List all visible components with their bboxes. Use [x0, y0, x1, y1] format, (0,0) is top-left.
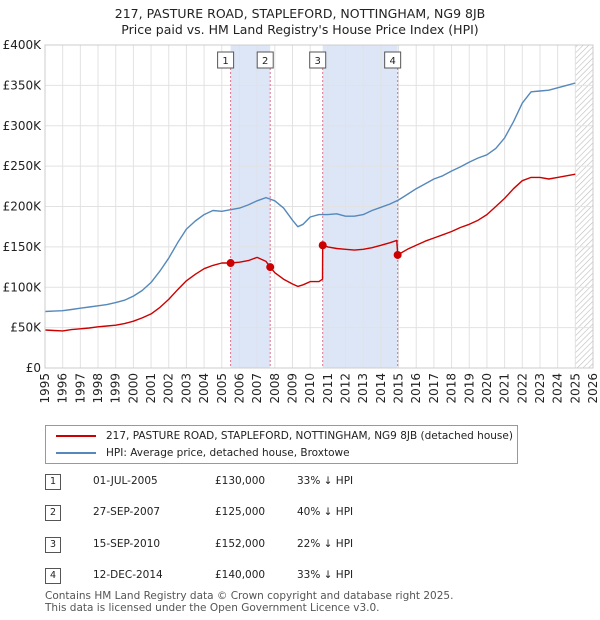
y-tick-label: £400K [3, 38, 43, 52]
x-tick-label: 2001 [144, 373, 158, 404]
sale-label-text-4: 4 [389, 56, 395, 67]
sale-hpi-delta: 33% ↓ HPI [297, 475, 354, 487]
legend-label-hpi: HPI: Average price, detached house, Brox… [106, 447, 350, 459]
x-tick-label: 2003 [179, 373, 193, 404]
y-tick-label: £50K [10, 321, 42, 335]
sale-number-badge: 3 [45, 537, 61, 553]
footer-copyright: Contains HM Land Registry data © Crown c… [45, 590, 454, 602]
sale-label-box-2 [256, 51, 274, 69]
table-row: 1 01-JUL-2005 £130,000 33% ↓ HPI [45, 472, 465, 492]
sale-hpi-delta: 33% ↓ HPI [297, 569, 354, 581]
x-tick-label: 2000 [126, 373, 140, 404]
x-tick-label: 2009 [285, 373, 299, 404]
page-subtitle: Price paid vs. HM Land Registry's House … [121, 22, 479, 37]
sale-date: 12-DEC-2014 [93, 569, 163, 581]
sale-label-text-2: 2 [262, 56, 268, 67]
sale-hpi-delta: 40% ↓ HPI [297, 506, 354, 518]
sale-number-badge: 2 [45, 505, 61, 521]
sale-point-4 [393, 250, 402, 259]
x-tick-label: 2010 [303, 373, 317, 404]
x-tick-label: 1999 [109, 373, 123, 404]
sale-label-text-3: 3 [315, 56, 321, 67]
x-tick-label: 2004 [197, 373, 211, 404]
x-tick-label: 2026 [586, 373, 600, 404]
y-tick-label: £350K [3, 78, 43, 92]
x-tick-label: 2007 [250, 373, 264, 404]
property-series-line [44, 173, 576, 332]
legend-swatch-property [56, 435, 96, 437]
x-tick-label: 2024 [551, 373, 565, 404]
sale-hpi-delta: 22% ↓ HPI [297, 538, 354, 550]
sale-number-badge: 4 [45, 568, 61, 584]
sale-date: 15-SEP-2010 [93, 538, 161, 550]
x-tick-label: 2018 [445, 373, 459, 404]
x-tick-label: 2021 [498, 373, 512, 404]
legend-item-property: 217, PASTURE ROAD, STAPLEFORD, NOTTINGHA… [56, 428, 513, 444]
x-tick-label: 1997 [73, 373, 87, 404]
x-tick-label: 2015 [392, 373, 406, 404]
y-tick-label: £100K [3, 280, 43, 294]
x-tick-label: 2005 [215, 373, 229, 404]
sale-price: £140,000 [215, 569, 266, 581]
table-row: 3 15-SEP-2010 £152,000 22% ↓ HPI [45, 535, 465, 555]
y-tick-label: £250K [3, 159, 43, 173]
y-tick-label: £300K [3, 119, 43, 133]
x-tick-label: 2013 [356, 373, 370, 404]
x-tick-label: 2008 [268, 373, 282, 404]
page-title: 217, PASTURE ROAD, STAPLEFORD, NOTTINGHA… [114, 6, 486, 21]
sale-price: £130,000 [215, 475, 266, 487]
sale-label-box-4 [384, 51, 402, 69]
x-tick-label: 2022 [515, 373, 529, 404]
sale-label-text-1: 1 [222, 56, 228, 67]
price-chart: 1 2 3 4 £0 £50K £100K £150K £200K £250K £300K £350K… [3, 38, 600, 404]
plot-frame [44, 44, 594, 369]
legend-label-property: 217, PASTURE ROAD, STAPLEFORD, NOTTINGHA… [106, 430, 513, 442]
x-tick-label: 1996 [56, 373, 70, 404]
sale-label-box-3 [309, 51, 327, 69]
sale-point-3 [318, 241, 327, 250]
x-tick-label: 2016 [409, 373, 423, 404]
y-tick-label: £150K [3, 240, 43, 254]
sale-number-badge: 1 [45, 474, 61, 490]
x-tick-label: 1998 [91, 373, 105, 404]
x-tick-label: 2025 [568, 373, 582, 404]
sale-date: 27-SEP-2007 [93, 506, 161, 518]
y-tick-label: £0 [26, 361, 41, 375]
x-tick-label: 2020 [480, 373, 494, 404]
legend-item-hpi: HPI: Average price, detached house, Brox… [56, 445, 350, 461]
sale-label-box-1 [217, 51, 235, 69]
hpi-series-line [44, 82, 576, 313]
x-tick-label: 2002 [162, 373, 176, 404]
sale-price: £152,000 [215, 538, 266, 550]
x-tick-label: 2011 [321, 373, 335, 404]
table-row: 2 27-SEP-2007 £125,000 40% ↓ HPI [45, 503, 465, 523]
y-tick-label: £200K [3, 200, 43, 214]
x-tick-label: 1995 [38, 373, 52, 404]
x-tick-label: 2023 [533, 373, 547, 404]
sale-point-2 [266, 263, 275, 272]
x-tick-label: 2019 [462, 373, 476, 404]
x-tick-label: 2017 [427, 373, 441, 404]
x-tick-label: 2014 [374, 373, 388, 404]
legend: 217, PASTURE ROAD, STAPLEFORD, NOTTINGHA… [45, 425, 518, 464]
sale-date: 01-JUL-2005 [93, 475, 158, 487]
sale-price: £125,000 [215, 506, 266, 518]
sale-point-1 [226, 259, 235, 268]
footer-licence: This data is licensed under the Open Gov… [45, 602, 380, 614]
table-row: 4 12-DEC-2014 £140,000 33% ↓ HPI [45, 566, 465, 586]
x-tick-label: 2012 [339, 373, 353, 404]
footer: Contains HM Land Registry data © Crown c… [45, 590, 453, 614]
legend-swatch-hpi [56, 452, 96, 454]
x-tick-label: 2006 [232, 373, 246, 404]
